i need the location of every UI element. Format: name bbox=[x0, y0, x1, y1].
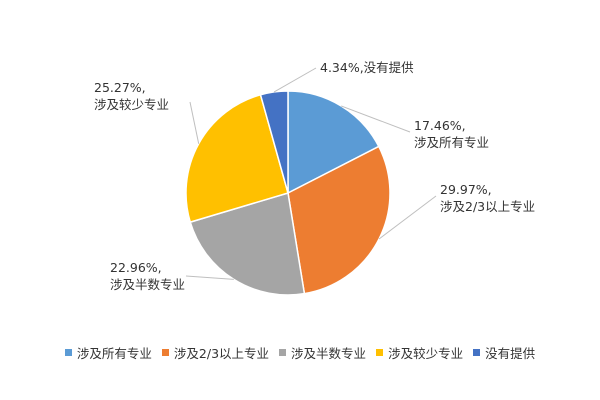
data-label-few-majors: 25.27%, 涉及较少专业 bbox=[94, 80, 169, 112]
data-label-category: 涉及半数专业 bbox=[110, 277, 185, 292]
data-label-half-majors: 22.96%, 涉及半数专业 bbox=[110, 260, 185, 292]
data-label-value: 22.96%, bbox=[110, 260, 162, 275]
legend-label: 没有提供 bbox=[485, 346, 536, 361]
legend-swatch bbox=[376, 349, 384, 356]
legend-label: 涉及较少专业 bbox=[388, 346, 464, 361]
legend-swatch bbox=[473, 349, 481, 356]
legend-label: 涉及2/3以上专业 bbox=[173, 346, 270, 361]
legend-item-few-majors: 涉及较少专业 bbox=[376, 343, 463, 362]
data-label-value: 17.46%, bbox=[414, 118, 466, 133]
legend-swatch bbox=[161, 349, 169, 356]
legend-item-half-majors: 涉及半数专业 bbox=[279, 343, 366, 362]
leader-line-over-two-thirds bbox=[378, 195, 437, 240]
legend-swatch bbox=[279, 349, 287, 356]
data-label-category: 涉及所有专业 bbox=[414, 135, 489, 150]
legend-item-not-provided: 没有提供 bbox=[473, 343, 535, 362]
data-label-all-majors: 17.46%, 涉及所有专业 bbox=[414, 118, 489, 150]
legend-label: 涉及半数专业 bbox=[291, 346, 367, 361]
leader-line-not-provided bbox=[273, 67, 317, 93]
leader-line-few-majors bbox=[189, 101, 200, 144]
data-label-value: 29.97%, bbox=[440, 182, 492, 197]
data-label-over-two-thirds: 29.97%, 涉及2/3以上专业 bbox=[440, 182, 535, 214]
data-label-category: 涉及2/3以上专业 bbox=[440, 199, 535, 214]
legend-swatch bbox=[64, 349, 72, 356]
data-label-not-provided: 4.34%,没有提供 bbox=[320, 60, 414, 75]
legend-item-all-majors: 涉及所有专业 bbox=[64, 343, 152, 362]
pie-slice-over-two-thirds bbox=[287, 145, 391, 295]
leader-line-all-majors bbox=[341, 105, 411, 133]
leader-line-half-majors bbox=[185, 275, 234, 280]
legend-label: 涉及所有专业 bbox=[76, 346, 152, 361]
data-label-value: 25.27%, bbox=[94, 80, 146, 95]
data-label-category: 涉及较少专业 bbox=[94, 97, 169, 112]
data-label-text: 4.34%,没有提供 bbox=[320, 60, 414, 75]
legend-item-over-two-thirds: 涉及2/3以上专业 bbox=[161, 343, 270, 362]
chart-legend: 涉及所有专业 涉及2/3以上专业 涉及半数专业 涉及较少专业 没有提供 bbox=[0, 343, 600, 362]
